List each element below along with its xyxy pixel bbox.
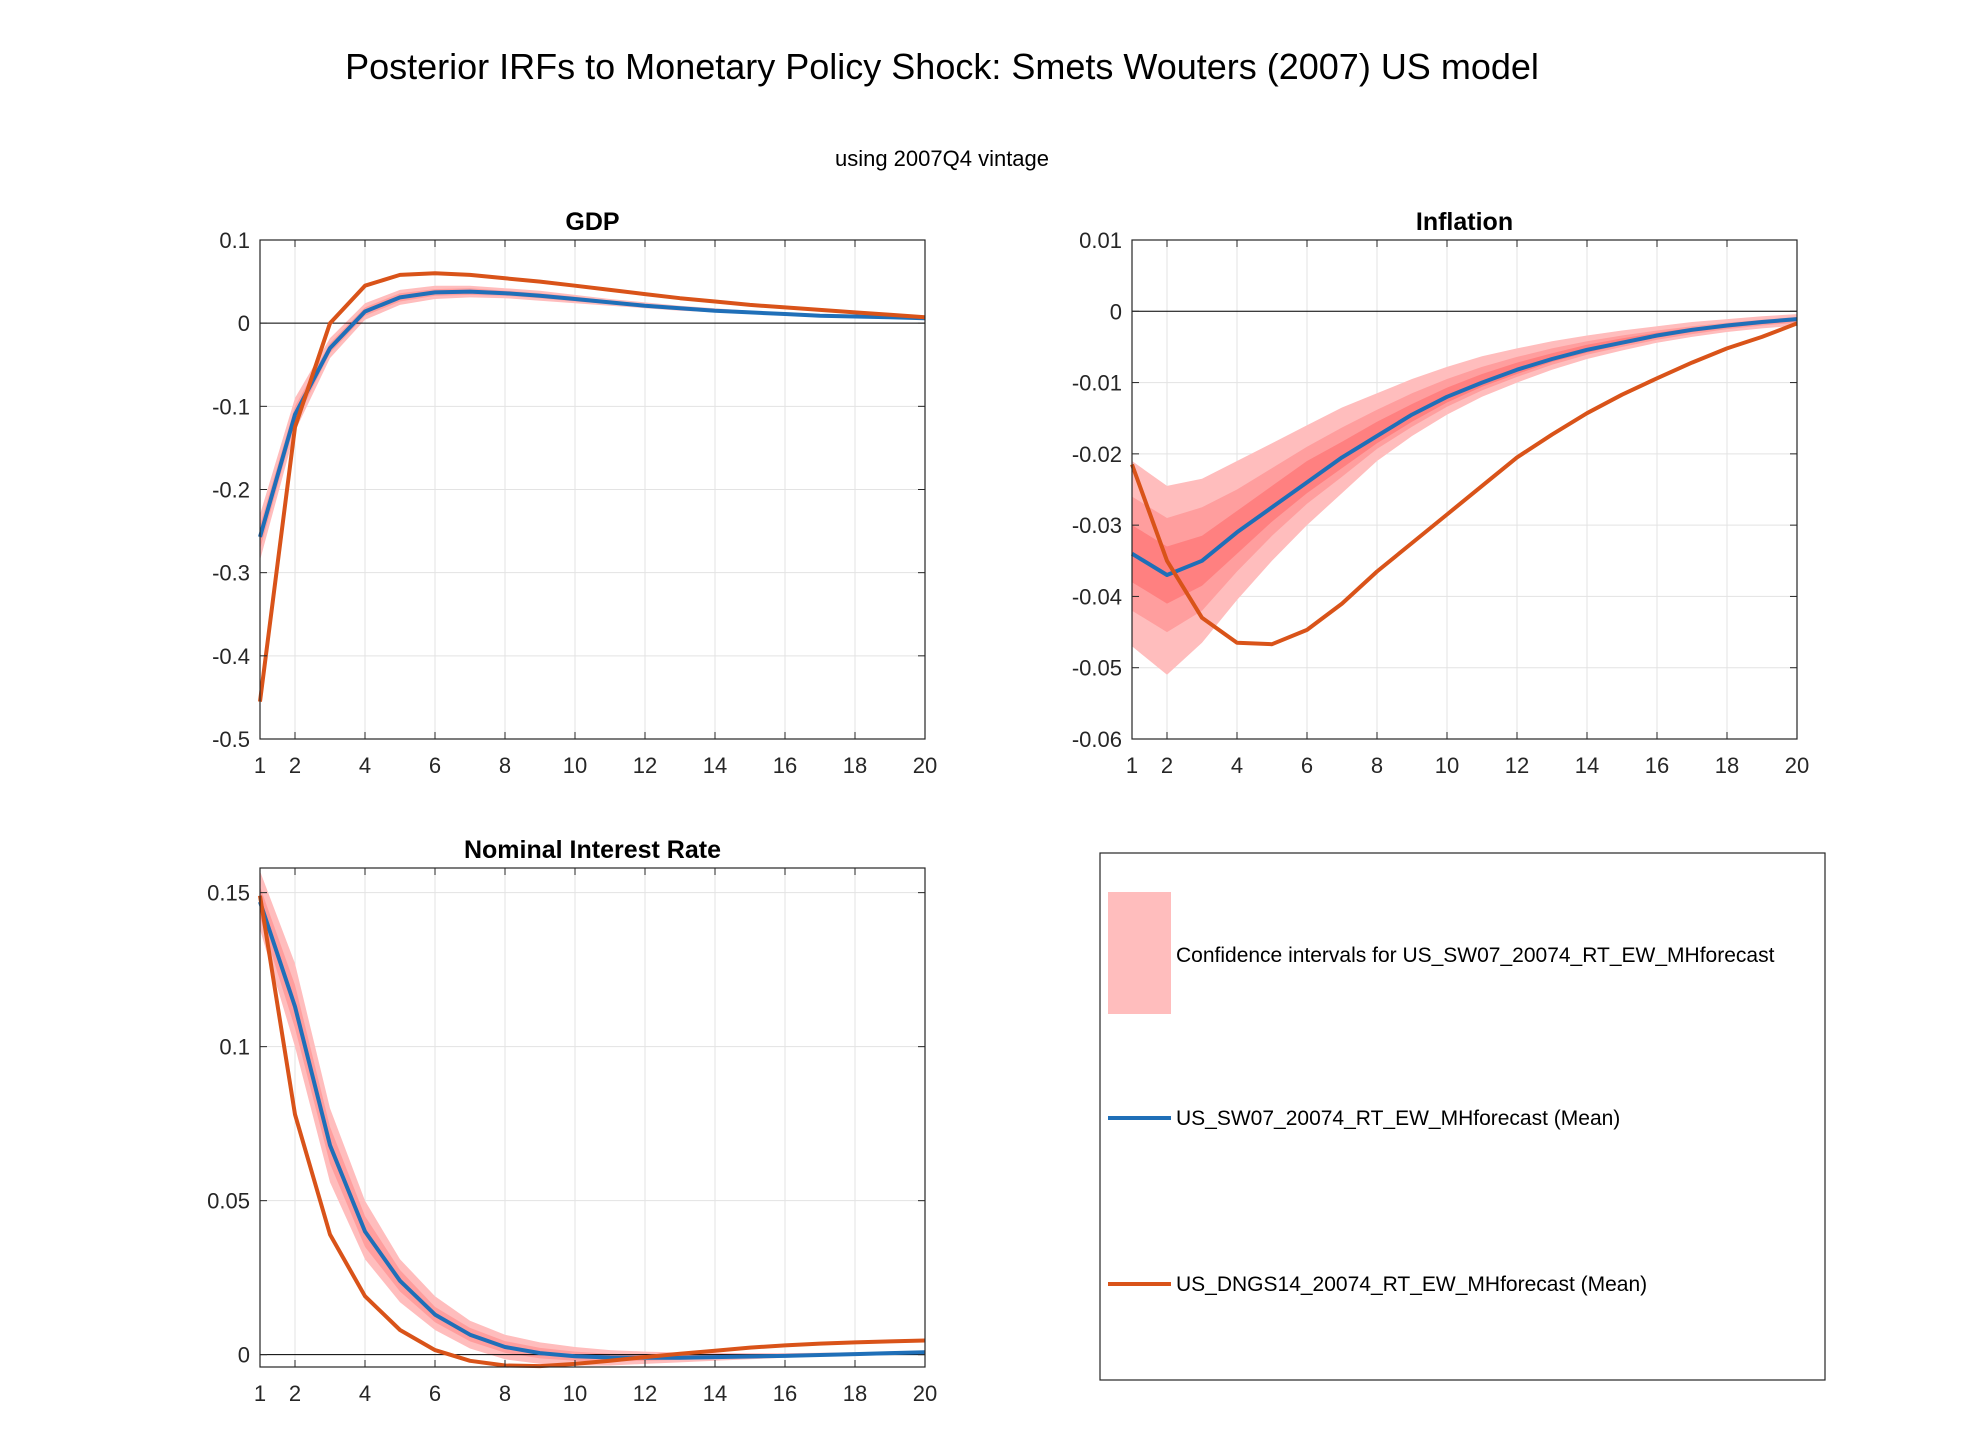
y-tick-label: -0.02 <box>1072 442 1122 467</box>
x-tick-label: 8 <box>499 753 511 778</box>
legend: Confidence intervals for US_SW07_20074_R… <box>1099 852 1826 1381</box>
legend-band-swatch <box>1108 892 1171 1014</box>
mean-line-orange <box>1130 321 1798 647</box>
confidence-band <box>1132 317 1797 633</box>
y-tick-label: 0.01 <box>1079 228 1122 253</box>
x-tick-label: 12 <box>1505 753 1529 778</box>
y-tick-label: 0.1 <box>219 1035 250 1060</box>
mean-line-blue <box>1130 317 1798 577</box>
y-tick-label: 0 <box>238 1343 250 1368</box>
x-tick-label: 8 <box>499 1381 511 1406</box>
y-tick-label: 0.15 <box>207 881 250 906</box>
panel-title: Inflation <box>1416 208 1513 236</box>
y-tick-label: 0 <box>238 311 250 336</box>
x-tick-label: 10 <box>563 753 587 778</box>
confidence-band <box>1132 317 1797 604</box>
x-tick-label: 10 <box>1435 753 1459 778</box>
x-tick-label: 16 <box>773 753 797 778</box>
x-tick-label: 4 <box>1231 753 1243 778</box>
y-tick-label: -0.1 <box>212 394 250 419</box>
x-tick-label: 14 <box>1575 753 1599 778</box>
figure-subtitle: using 2007Q4 vintage <box>834 146 1050 171</box>
x-tick-label: 20 <box>913 1381 937 1406</box>
legend-box <box>1099 852 1826 1381</box>
x-tick-label: 14 <box>703 1381 727 1406</box>
mean-line-blue <box>258 289 926 538</box>
y-tick-label: -0.05 <box>1072 656 1122 681</box>
x-tick-label: 1 <box>254 1381 266 1406</box>
x-tick-label: 10 <box>563 1381 587 1406</box>
y-tick-label: -0.4 <box>212 644 250 669</box>
x-tick-label: 6 <box>429 753 441 778</box>
x-tick-label: 1 <box>1126 753 1138 778</box>
x-tick-label: 16 <box>773 1381 797 1406</box>
x-tick-label: 18 <box>1715 753 1739 778</box>
figure-title: Posterior IRFs to Monetary Policy Shock:… <box>345 46 1539 87</box>
legend-orange-label: US_DNGS14_20074_RT_EW_MHforecast (Mean) <box>1176 1273 1647 1296</box>
y-tick-label: -0.01 <box>1072 371 1122 396</box>
x-tick-label: 12 <box>633 1381 657 1406</box>
x-tick-label: 14 <box>703 753 727 778</box>
y-tick-label: -0.2 <box>212 478 250 503</box>
axes-box <box>259 867 926 1368</box>
plot-area <box>260 868 925 1367</box>
y-tick-label: -0.3 <box>212 561 250 586</box>
x-tick-label: 4 <box>359 753 371 778</box>
x-tick-label: 18 <box>843 1381 867 1406</box>
x-tick-label: 20 <box>913 753 937 778</box>
y-tick-label: -0.06 <box>1072 727 1122 752</box>
x-tick-label: 2 <box>1161 753 1173 778</box>
x-tick-label: 2 <box>289 1381 301 1406</box>
y-tick-label: -0.04 <box>1072 584 1122 609</box>
legend-blue-label: US_SW07_20074_RT_EW_MHforecast (Mean) <box>1176 1107 1620 1130</box>
mean-line-orange <box>258 271 926 702</box>
y-tick-label: 0 <box>1110 299 1122 324</box>
panel-title: Nominal Interest Rate <box>464 836 721 864</box>
panel-title: GDP <box>565 208 619 236</box>
mean-line-orange <box>258 895 926 1369</box>
interest-rate-panel: 1 2 4 6 8 10 12 14 16 18 20 0 0.05 0.1 0.15 Nominal Int… <box>207 836 937 1406</box>
gdp-panel: 1 2 4 6 8 10 12 14 16 18 20 -0.5 -0.4 -0.3 -0.2 -0.1 0 0.… <box>212 208 937 778</box>
x-tick-label: 2 <box>289 753 301 778</box>
x-tick-label: 16 <box>1645 753 1669 778</box>
inflation-panel: 1 2 4 6 8 10 12 14 16 18 20 -0.06 -0.05 -0.04 -0.03 -0.… <box>1072 208 1809 778</box>
x-tick-label: 6 <box>429 1381 441 1406</box>
y-tick-label: -0.03 <box>1072 513 1122 538</box>
mean-line-blue <box>258 901 926 1360</box>
y-tick-label: 0.05 <box>207 1189 250 1214</box>
x-tick-label: 1 <box>254 753 266 778</box>
x-tick-label: 20 <box>1785 753 1809 778</box>
x-tick-label: 12 <box>633 753 657 778</box>
legend-band-label: Confidence intervals for US_SW07_20074_R… <box>1176 944 1775 967</box>
x-tick-label: 8 <box>1371 753 1383 778</box>
y-tick-label: -0.5 <box>212 727 250 752</box>
x-tick-label: 6 <box>1301 753 1313 778</box>
y-tick-label: 0.1 <box>219 228 250 253</box>
axes-box <box>1131 239 1798 740</box>
x-tick-label: 4 <box>359 1381 371 1406</box>
x-tick-label: 18 <box>843 753 867 778</box>
